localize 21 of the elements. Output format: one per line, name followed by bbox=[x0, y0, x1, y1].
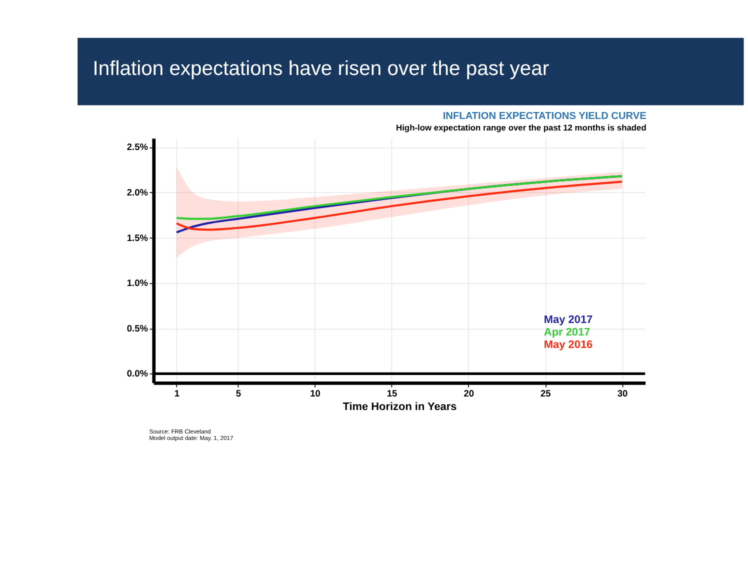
text: May 2017 bbox=[544, 314, 593, 326]
x-tick-label: 10 bbox=[310, 388, 320, 399]
x-axis-title: Time Horizon in Years bbox=[342, 401, 457, 414]
chart-subtitle: INFLATION EXPECTATIONS YIELD CURVE bbox=[442, 110, 647, 122]
x-tick-label: 30 bbox=[617, 388, 628, 399]
y-tick-label: 2.0% bbox=[126, 187, 148, 198]
text: Apr 2017 bbox=[544, 326, 590, 339]
text: May 2016 bbox=[544, 339, 593, 352]
x-tick-label: 5 bbox=[236, 388, 241, 399]
x-tick-label: 25 bbox=[540, 388, 551, 399]
line-series bbox=[175, 175, 624, 220]
y-tick-label: 0.5% bbox=[126, 323, 148, 334]
x-tick-label: 15 bbox=[386, 388, 398, 399]
x-tick-label: 1 bbox=[174, 388, 180, 399]
y-tick-label: 1.5% bbox=[126, 232, 148, 243]
x-tick-label: 20 bbox=[464, 388, 474, 399]
chart-title: Inflation expectations have risen over the past year bbox=[92, 58, 550, 80]
y-tick-label: 0.0% bbox=[126, 368, 148, 379]
y-tick-label: 1.0% bbox=[126, 278, 148, 288]
y-tick-label: 2.5% bbox=[126, 142, 148, 152]
text: High-low expectation range over the past 12 months is shaded bbox=[396, 122, 646, 133]
